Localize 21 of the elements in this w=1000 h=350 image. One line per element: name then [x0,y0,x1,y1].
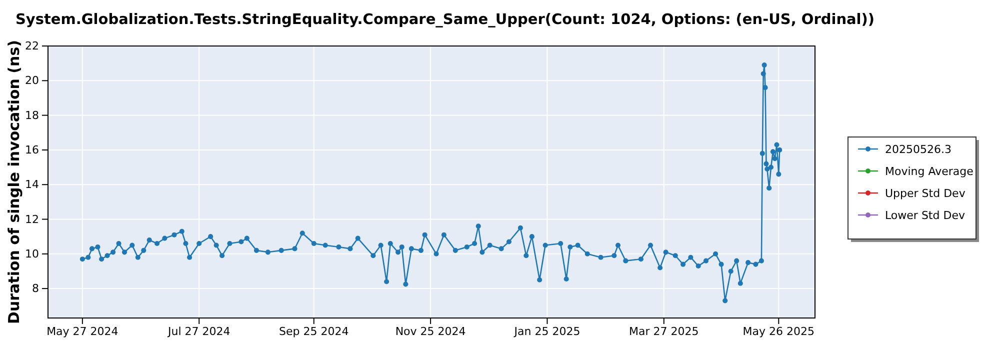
x-tick-label: Jul 27 2024 [166,324,230,338]
y-tick-label: 10 [25,247,39,260]
legend-label: Moving Average [885,165,974,178]
x-tick-label: May 27 2024 [46,324,118,338]
x-tick-label: Nov 25 2024 [395,324,466,338]
x-tick-label: Mar 27 2025 [629,324,699,338]
y-tick-label: 8 [32,282,39,296]
chart-title: System.Globalization.Tests.StringEquality.Compare_Same_Upper(Count: 1024, Options: (en-US, Ordinal)) [15,12,875,28]
y-tick-label: 22 [25,40,39,53]
y-tick-label: 20 [25,74,39,88]
y-tick-label: 18 [25,108,39,122]
legend-label: Lower Std Dev [885,209,966,222]
y-axis-title: Duration of single invocation (ns) [5,40,23,324]
x-tick-label: Sep 25 2024 [279,324,349,338]
x-tick-label: May 26 2025 [742,324,815,338]
x-tick-label: Jan 25 2025 [513,324,580,338]
legend-label: 20250526.3 [885,143,952,156]
legend-label: Upper Std Dev [885,187,966,200]
y-tick-label: 14 [25,178,39,192]
y-tick-label: 16 [25,143,39,156]
y-tick-label: 12 [25,212,39,226]
